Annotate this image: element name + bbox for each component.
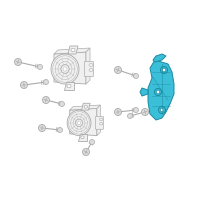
Circle shape — [114, 66, 122, 73]
FancyBboxPatch shape — [96, 116, 103, 129]
Ellipse shape — [61, 65, 69, 73]
Circle shape — [90, 140, 95, 144]
Ellipse shape — [77, 121, 81, 125]
Circle shape — [83, 148, 90, 156]
Circle shape — [114, 108, 122, 116]
Polygon shape — [64, 82, 74, 90]
Circle shape — [160, 66, 168, 73]
Circle shape — [162, 68, 166, 72]
Circle shape — [154, 88, 162, 96]
FancyBboxPatch shape — [84, 62, 94, 76]
Polygon shape — [86, 48, 90, 84]
Circle shape — [158, 106, 166, 114]
Ellipse shape — [89, 68, 93, 72]
Polygon shape — [148, 60, 174, 120]
Polygon shape — [140, 88, 148, 96]
Polygon shape — [54, 48, 90, 54]
Polygon shape — [78, 134, 87, 141]
Polygon shape — [54, 52, 86, 84]
Ellipse shape — [67, 110, 91, 136]
Ellipse shape — [89, 64, 93, 66]
Polygon shape — [97, 105, 100, 136]
Ellipse shape — [71, 48, 75, 52]
Polygon shape — [68, 46, 78, 54]
Circle shape — [134, 73, 138, 78]
Circle shape — [156, 90, 160, 94]
Polygon shape — [82, 103, 90, 110]
Circle shape — [160, 108, 164, 112]
Circle shape — [44, 79, 48, 84]
Circle shape — [14, 58, 22, 66]
Circle shape — [128, 114, 132, 118]
Circle shape — [21, 82, 28, 88]
Circle shape — [42, 97, 50, 104]
Ellipse shape — [76, 119, 82, 126]
Ellipse shape — [51, 54, 79, 84]
Ellipse shape — [99, 122, 103, 125]
Polygon shape — [153, 54, 166, 62]
Ellipse shape — [81, 136, 84, 139]
Circle shape — [38, 124, 46, 132]
Polygon shape — [70, 105, 100, 110]
Ellipse shape — [99, 118, 103, 121]
Circle shape — [38, 64, 42, 70]
Circle shape — [142, 108, 148, 116]
Circle shape — [134, 108, 138, 112]
Ellipse shape — [84, 105, 88, 108]
Circle shape — [60, 102, 64, 106]
Ellipse shape — [63, 67, 67, 71]
Ellipse shape — [67, 84, 71, 88]
Circle shape — [58, 128, 62, 132]
Polygon shape — [70, 108, 97, 136]
